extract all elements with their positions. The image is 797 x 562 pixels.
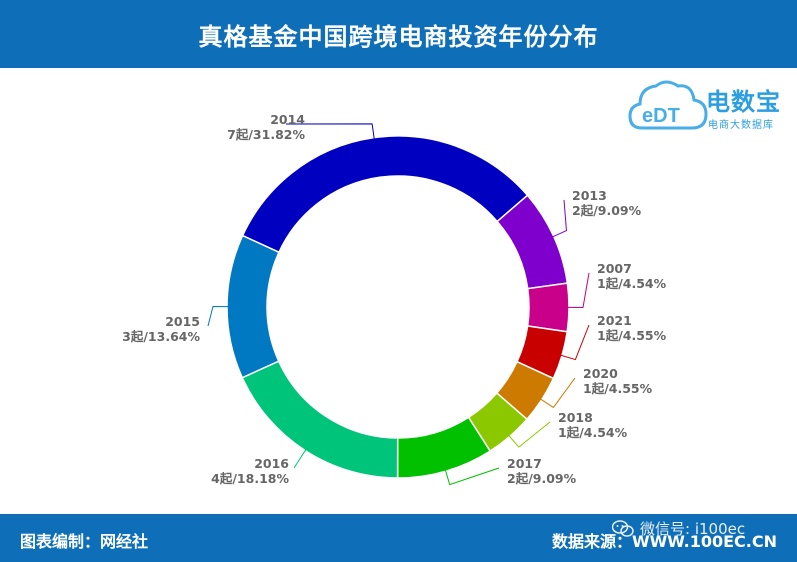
slice-value-label: 7起/31.82% [227, 127, 305, 142]
leader-line-2007 [566, 272, 590, 308]
logo-brand: 电数宝 [706, 88, 781, 116]
leader-line-2013 [551, 199, 567, 238]
slice-value-label: 4起/18.18% [211, 471, 289, 486]
slice-year-label: 2016 [254, 456, 289, 471]
leader-line-2014 [285, 123, 375, 140]
slice-year-label: 2015 [165, 314, 200, 329]
cloud-logo-icon: eDT [628, 80, 708, 130]
slice-value-label: 1起/4.54% [597, 276, 667, 291]
wechat-watermark: 微信号: i100ec [612, 518, 745, 539]
wechat-id: 微信号: i100ec [640, 520, 746, 538]
slice-year-label: 2014 [270, 112, 305, 127]
logo: eDT 电数宝 电商大数据库 [628, 76, 793, 138]
slice-year-label: 2018 [558, 410, 593, 425]
wechat-icon [612, 519, 634, 537]
slice-2007 [526, 282, 570, 333]
slice-2015 [226, 234, 280, 379]
footer-compiler: 图表编制：网经社 [20, 532, 149, 551]
donut-chart: 20147起/31.82%20132起/9.09%20071起/4.54%202… [122, 112, 667, 486]
slice-value-label: 1起/4.55% [597, 328, 667, 343]
leader-line-2017 [444, 467, 500, 486]
footer-source: 数据来源：WWW.100EC.CN [551, 532, 777, 551]
slice-value-label: 3起/13.64% [122, 329, 200, 344]
slice-value-label: 1起/4.54% [558, 425, 628, 440]
header-bar: 真格基金中国跨境电商投资年份分布 [0, 0, 797, 68]
slice-year-label: 2021 [597, 313, 632, 328]
slice-year-label: 2013 [572, 188, 607, 203]
slice-value-label: 2起/9.09% [572, 203, 642, 218]
slice-value-label: 2起/9.09% [507, 471, 577, 486]
slice-year-label: 2007 [597, 261, 632, 276]
slice-2014 [241, 135, 529, 254]
slice-year-label: 2017 [507, 456, 542, 471]
leader-line-2018 [507, 421, 551, 448]
slice-value-label: 1起/4.55% [583, 381, 653, 396]
chart-title: 真格基金中国跨境电商投资年份分布 [198, 22, 599, 51]
logo-mark: eDT [642, 105, 680, 127]
leader-line-2015 [207, 306, 230, 327]
leader-line-2016 [293, 448, 307, 469]
leader-line-2021 [559, 324, 590, 361]
slice-year-label: 2020 [583, 366, 618, 381]
footer-bar: 图表编制：网经社 数据来源：WWW.100EC.CN [0, 514, 797, 562]
leader-line-2020 [539, 377, 576, 409]
logo-subtitle: 电商大数据库 [708, 120, 774, 131]
